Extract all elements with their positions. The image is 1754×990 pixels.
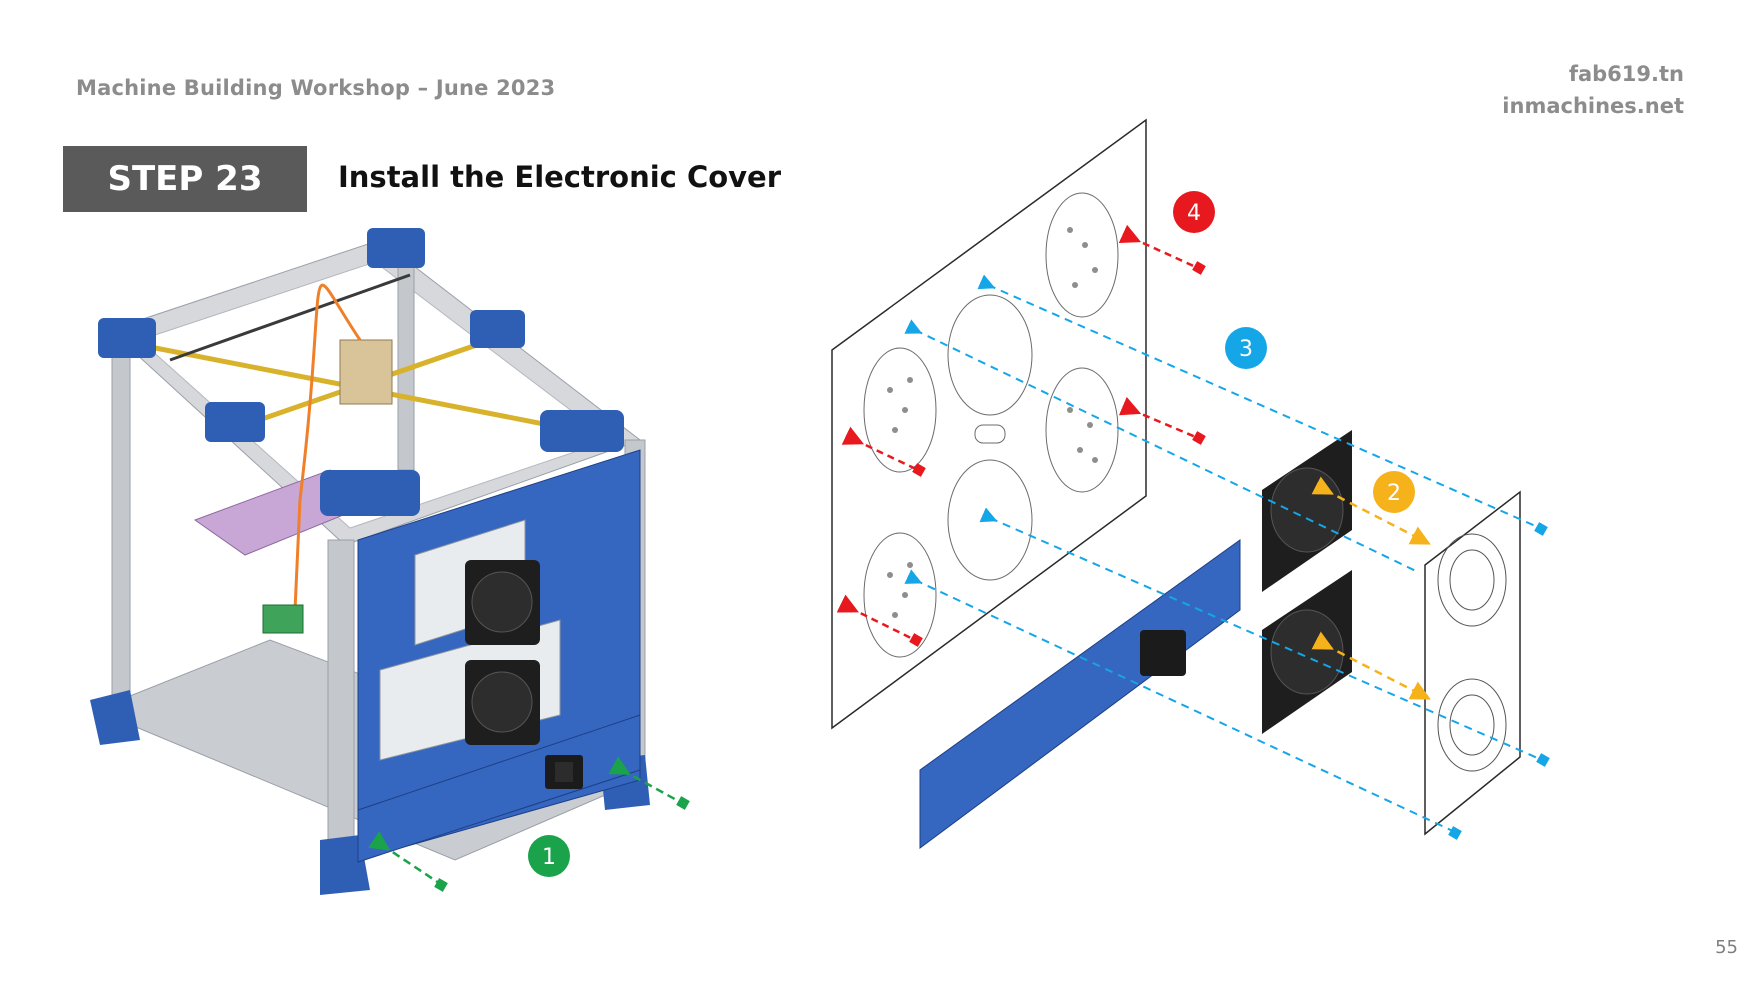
corner-bracket <box>205 402 265 442</box>
step-title: Install the Electronic Cover <box>338 160 782 194</box>
fan-grill-ring <box>1437 533 1507 627</box>
screw-marker-green <box>434 878 448 892</box>
printer-frame: 1 <box>90 228 690 895</box>
fan-blades <box>471 571 533 633</box>
fan-blades <box>1270 467 1344 553</box>
screw-marker-green <box>676 796 690 810</box>
callout-badge-1 <box>528 835 570 877</box>
fan-grill-plate <box>1424 490 1521 836</box>
callout-number-2: 2 <box>1387 481 1401 506</box>
back-panel-plate <box>831 118 1147 730</box>
power-switch <box>555 762 573 782</box>
corner-bracket <box>367 228 425 268</box>
foot <box>90 690 140 745</box>
arrows-yellow <box>1311 476 1431 700</box>
extruder-board <box>262 604 304 634</box>
frame-post-front <box>327 539 355 851</box>
corner-bracket <box>540 410 624 452</box>
callout-badge-4 <box>1173 191 1215 233</box>
site-link-inmachines: inmachines.net <box>1502 94 1684 118</box>
fan-blades <box>1270 609 1344 695</box>
corner-bracket <box>470 310 525 348</box>
frame-post-back <box>397 249 415 471</box>
callout-badge-3 <box>1225 327 1267 369</box>
workshop-title: Machine Building Workshop – June 2023 <box>76 76 556 100</box>
step-label: STEP 23 <box>63 146 307 212</box>
exploded-view: 4 3 2 <box>831 118 1550 849</box>
site-link-fab619: fab619.tn <box>1568 62 1684 86</box>
fan-grill-ring <box>1449 549 1495 611</box>
step-number: STEP 23 <box>107 159 263 199</box>
corner-bracket <box>320 470 420 516</box>
callout-badge-2 <box>1373 471 1415 513</box>
vent-pattern <box>863 192 1119 658</box>
fan-blades <box>471 671 533 733</box>
vent-holes <box>887 227 1098 618</box>
screw-markers-red <box>909 261 1206 647</box>
arrows-red <box>836 224 1199 642</box>
electronic-cover-installed <box>357 714 641 863</box>
page-number: 55 <box>1715 937 1738 958</box>
callout-number-1: 1 <box>542 845 556 870</box>
screw-markers-blue <box>1448 522 1550 840</box>
callout-number-3: 3 <box>1239 337 1253 362</box>
arrow-screw-green <box>608 756 683 805</box>
fan-grill-ring <box>1449 694 1495 756</box>
filament-tube <box>293 283 362 611</box>
print-head <box>339 339 393 405</box>
corner-bracket <box>98 318 156 358</box>
cover-power-socket <box>1140 630 1186 676</box>
callout-number-4: 4 <box>1187 201 1201 226</box>
electronic-cover <box>919 539 1241 849</box>
gantry-belt <box>169 273 411 362</box>
frame-post-left <box>111 337 131 709</box>
fan-grill-ring <box>1437 678 1507 772</box>
